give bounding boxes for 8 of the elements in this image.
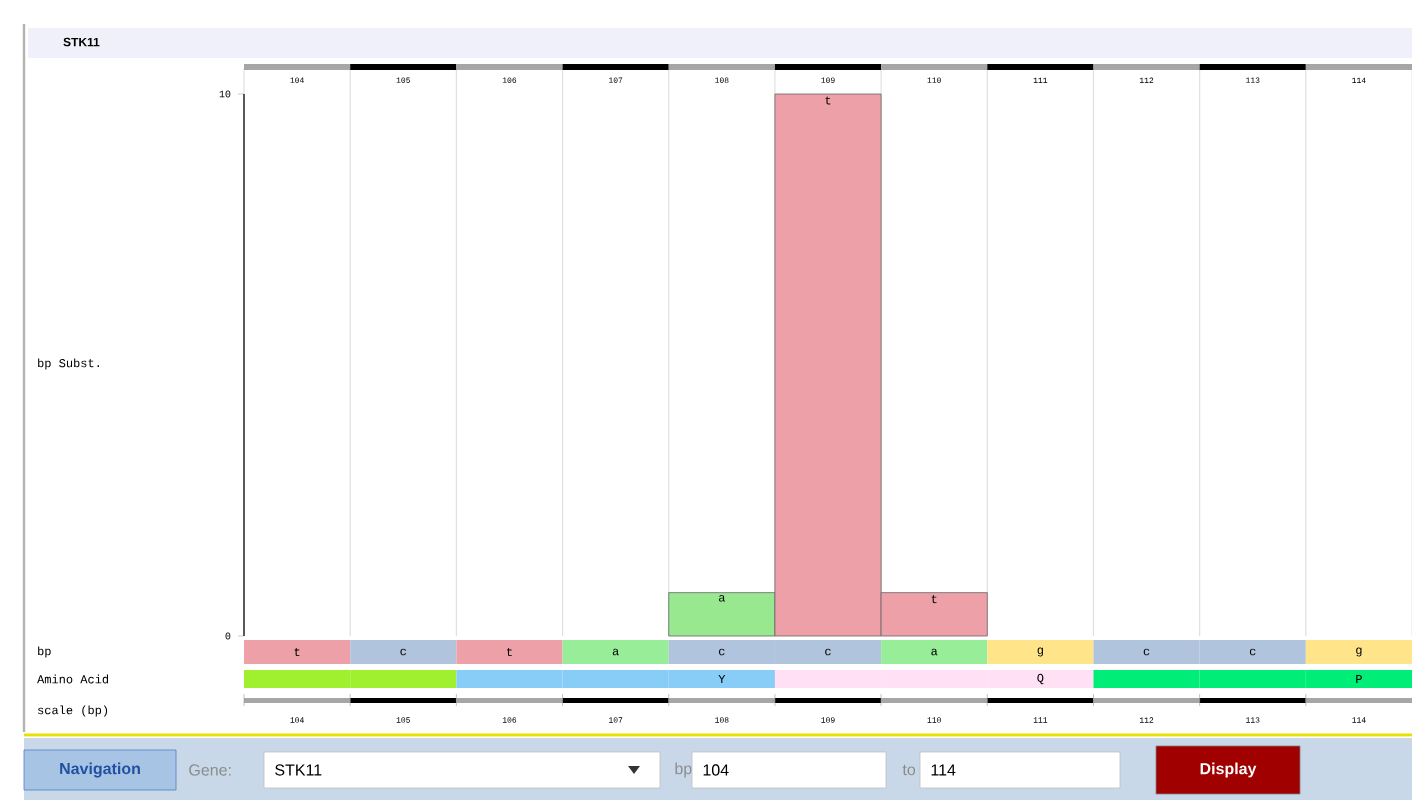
text: bp [675,762,692,778]
text: Display [1200,762,1257,778]
text: 104 [703,764,729,776]
text: to [902,764,916,776]
text: Navigation [60,762,140,778]
text: STK11 [275,764,322,776]
text: 114 [931,764,956,776]
text: Gene: [189,764,231,776]
